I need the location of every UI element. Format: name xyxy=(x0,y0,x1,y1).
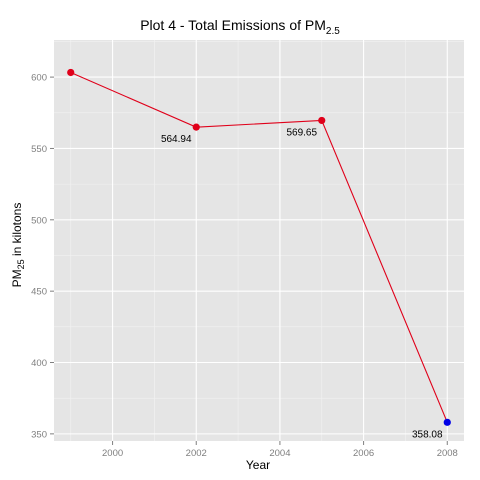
chart-title: Plot 4 - Total Emissions of PM2.5 xyxy=(140,17,340,37)
x-tick-label: 2002 xyxy=(186,448,207,459)
x-tick-label: 2006 xyxy=(353,448,374,459)
x-tick-label: 2008 xyxy=(437,448,458,459)
data-points xyxy=(67,68,451,426)
data-label: 564.94 xyxy=(161,134,192,145)
major-gridlines xyxy=(54,40,464,441)
y-tick-label: 550 xyxy=(31,144,47,155)
y-axis-title-suffix: in kilotons xyxy=(10,203,24,260)
x-tick-label: 2000 xyxy=(102,448,123,459)
y-tick-label: 600 xyxy=(31,73,47,84)
data-point xyxy=(67,68,75,77)
data-label: 569.65 xyxy=(286,127,317,138)
y-axis-title-main: PM xyxy=(10,269,24,287)
series-line xyxy=(70,71,448,423)
data-point xyxy=(318,116,326,125)
data-point xyxy=(443,418,451,426)
plot-panel xyxy=(54,40,464,441)
chart-title-main: Plot 4 - Total Emissions of PM xyxy=(140,17,326,33)
x-axis-ticks: 2000 2002 2004 2006 2008 xyxy=(102,441,458,459)
y-axis-title: PM25 in kilotons xyxy=(10,203,26,288)
data-labels: 564.94 569.65 358.08 xyxy=(161,127,443,440)
y-tick-label: 400 xyxy=(31,358,47,369)
y-axis-ticks: 600 550 500 450 400 350 xyxy=(31,73,54,440)
series-line-group xyxy=(70,71,448,423)
y-tick-label: 500 xyxy=(31,215,47,226)
chart-title-subscript: 2.5 xyxy=(326,26,340,37)
y-tick-label: 450 xyxy=(31,287,47,298)
x-tick-label: 2004 xyxy=(269,448,290,459)
data-label: 358.08 xyxy=(412,429,443,440)
minor-gridlines xyxy=(54,40,464,441)
y-tick-label: 350 xyxy=(31,429,47,440)
data-point xyxy=(192,123,200,131)
x-axis-title: Year xyxy=(246,458,270,472)
y-axis-title-subscript: 25 xyxy=(16,259,26,269)
